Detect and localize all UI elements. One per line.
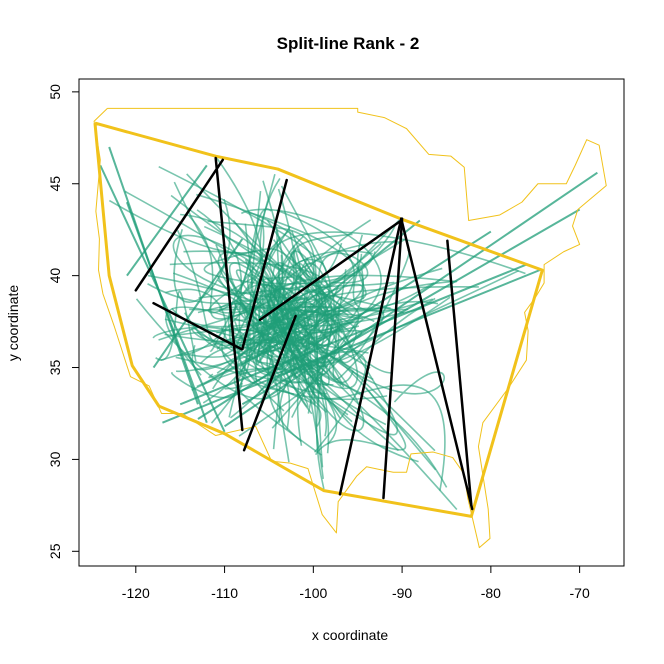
- split-line-2: [134, 158, 225, 292]
- convex-hull-line: [93, 121, 544, 518]
- trajectory-line: [155, 290, 197, 362]
- y-tick-label: 25: [47, 543, 63, 559]
- y-tick-label: 30: [47, 451, 63, 467]
- trajectory-line: [248, 211, 364, 314]
- x-tick-label: -90: [392, 585, 412, 601]
- trajectory-line: [267, 249, 458, 510]
- trajectory-line: [176, 229, 301, 346]
- trajectory-line: [266, 241, 423, 327]
- trajectory-line: [99, 164, 226, 433]
- trajectory-lines: [99, 146, 598, 510]
- trajectory-line: [196, 254, 316, 405]
- x-axis-label: x coordinate: [312, 627, 388, 643]
- trajectory-line: [165, 306, 249, 376]
- trajectory-line: [238, 274, 388, 401]
- x-tick-label: -120: [122, 585, 150, 601]
- trajectory-line: [158, 165, 327, 299]
- plot-area: [93, 107, 607, 549]
- trajectory-line: [337, 249, 410, 364]
- trajectory-line: [228, 269, 347, 418]
- trajectory-line: [208, 222, 265, 314]
- trajectory-line: [126, 164, 208, 277]
- split-line-5: [242, 314, 297, 452]
- trajectory-line: [162, 269, 541, 424]
- trajectory-line: [240, 208, 382, 354]
- x-tick-label: -80: [481, 585, 501, 601]
- split-line-3: [152, 301, 243, 351]
- trajectory-line: [241, 208, 581, 406]
- trajectory-line: [108, 146, 199, 405]
- trajectory-line: [147, 283, 265, 328]
- trajectory-line: [282, 320, 365, 432]
- x-tick-label: -100: [299, 585, 327, 601]
- us-outline-line: [93, 107, 607, 549]
- trajectory-line: [152, 238, 244, 369]
- trajectory-line: [242, 236, 305, 332]
- split-line-1: [214, 156, 244, 432]
- y-tick-label: 50: [47, 84, 63, 100]
- trajectory-line: [197, 230, 492, 420]
- split-line-8: [382, 217, 404, 500]
- trajectory-line: [158, 180, 284, 341]
- split-line-9: [399, 217, 474, 511]
- x-tick-label: -110: [211, 585, 238, 601]
- x-tick-label: -70: [570, 585, 590, 601]
- y-tick-label: 40: [47, 268, 63, 284]
- y-axis: 25 30 35 40 45 50: [47, 84, 80, 559]
- trajectory-line: [259, 219, 421, 350]
- trajectory-line: [317, 307, 391, 369]
- y-tick-label: 45: [47, 176, 63, 192]
- x-axis: -120 -110 -100 -90 -80 -70: [122, 565, 590, 601]
- trajectory-line: [298, 242, 343, 308]
- split-line-4: [241, 178, 288, 351]
- chart-title: Split-line Rank - 2: [277, 34, 420, 53]
- trajectory-line: [196, 209, 329, 368]
- split-line-7: [338, 217, 403, 496]
- split-line-6: [258, 219, 403, 321]
- y-axis-label: y coordinate: [5, 285, 21, 361]
- trajectory-line: [184, 293, 280, 349]
- trajectory-line: [224, 171, 598, 428]
- trajectory-line: [227, 274, 457, 322]
- split-line-10: [446, 239, 473, 507]
- trajectory-line: [250, 306, 325, 332]
- y-tick-label: 35: [47, 360, 63, 376]
- trajectory-line: [314, 387, 407, 456]
